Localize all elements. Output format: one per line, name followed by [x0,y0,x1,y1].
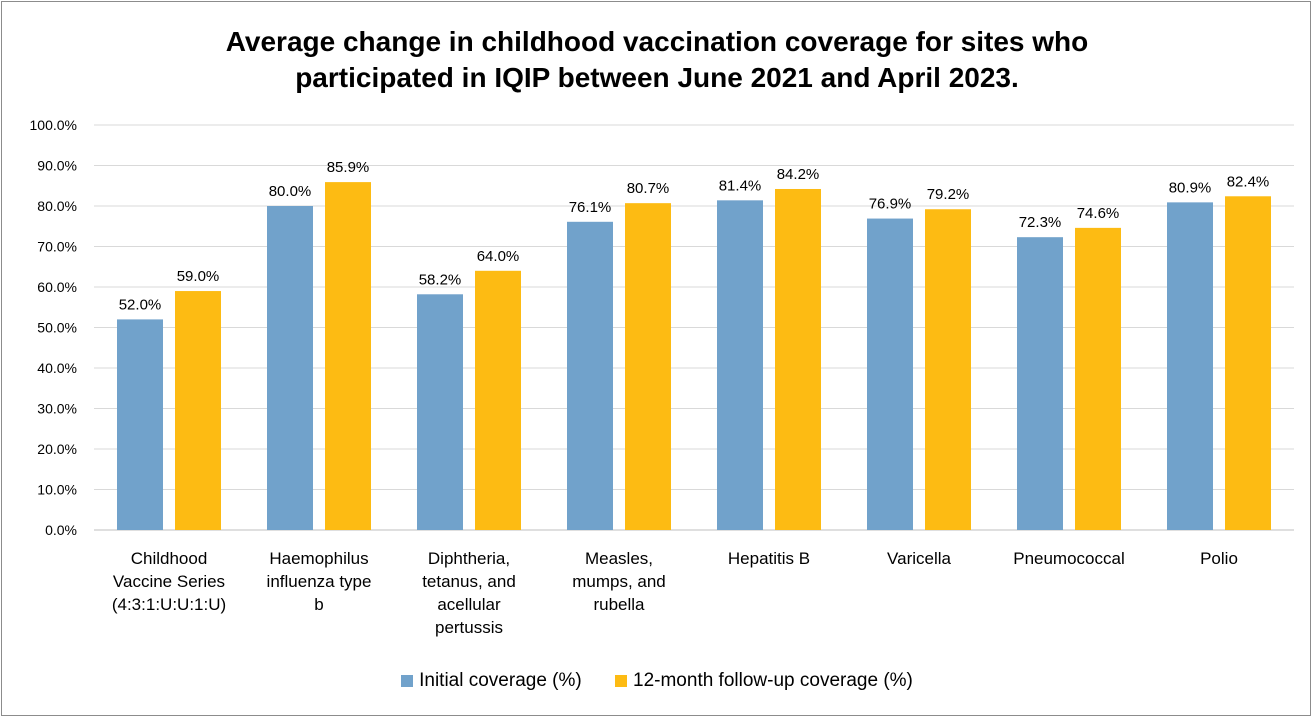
y-tick-label: 30.0% [37,401,77,417]
y-tick-label: 10.0% [37,482,77,498]
category-label: Polio [1200,549,1238,568]
data-label-followup: 85.9% [327,159,370,176]
category-label: Hepatitis B [728,549,810,568]
bar-initial [867,218,913,530]
y-tick-label: 60.0% [37,279,77,295]
legend-label-followup: 12-month follow-up coverage (%) [633,670,913,691]
bar-followup [325,182,371,531]
chart-title-line-2: participated in IQIP between June 2021 a… [295,62,1019,93]
data-label-initial: 76.9% [869,196,912,213]
category-label: Varicella [887,549,951,568]
chart-legend: Initial coverage (%) 12-month follow-up … [2,670,1312,693]
category-label: Childhood [131,549,208,568]
data-label-followup: 84.2% [777,166,820,183]
y-tick-label: 0.0% [45,522,77,538]
data-label-followup: 82.4% [1227,173,1270,190]
y-tick-label: 80.0% [37,198,77,214]
y-tick-label: 50.0% [37,320,77,336]
y-tick-label: 90.0% [37,158,77,174]
data-label-followup: 79.2% [927,186,970,203]
data-label-initial: 76.1% [569,199,612,216]
bar-followup [1225,196,1271,530]
data-label-initial: 80.0% [269,183,312,200]
bar-initial [717,200,763,530]
category-label: b [314,595,323,614]
category-label: mumps, and [572,572,666,591]
legend-label-initial: Initial coverage (%) [419,670,582,691]
data-label-initial: 80.9% [1169,179,1212,196]
bar-initial [267,206,313,530]
data-label-initial: 72.3% [1019,214,1062,231]
category-label: Vaccine Series [113,572,225,591]
data-label-followup: 59.0% [177,268,220,285]
bar-initial [417,294,463,530]
bar-initial [1017,237,1063,530]
category-label: Pneumococcal [1013,549,1125,568]
category-label: Haemophilus [269,549,368,568]
bar-followup [475,270,521,530]
chart-title-line-1: Average change in childhood vaccination … [225,26,1089,57]
legend-swatch-initial [401,675,414,687]
legend-swatch-followup [615,675,628,687]
data-label-initial: 81.4% [719,177,762,194]
data-label-followup: 80.7% [627,180,670,197]
data-label-followup: 64.0% [477,248,520,265]
category-label: pertussis [435,618,503,637]
bar-initial [1167,202,1213,531]
data-label-initial: 52.0% [119,296,162,313]
category-label: tetanus, and [422,572,516,591]
category-label: influenza type [267,572,372,591]
legend-item-initial: Initial coverage (%) [401,670,582,692]
bar-followup [175,291,221,530]
legend-item-followup: 12-month follow-up coverage (%) [615,670,913,692]
bar-initial [567,221,613,531]
bar-followup [925,209,971,531]
category-label: acellular [437,595,501,614]
y-tick-label: 70.0% [37,239,77,255]
y-tick-label: 20.0% [37,441,77,457]
bar-initial [117,319,163,530]
chart-title: Average change in childhood vaccination … [2,24,1312,96]
bar-followup [775,188,821,531]
y-tick-label: 40.0% [37,360,77,376]
bar-followup [1075,227,1121,530]
category-label: Diphtheria, [428,549,510,568]
y-tick-label: 100.0% [30,117,77,133]
bar-followup [625,203,671,531]
category-label: (4:3:1:U:U:1:U) [112,595,226,614]
data-label-initial: 58.2% [419,271,462,288]
data-label-followup: 74.6% [1077,205,1120,222]
category-label: rubella [593,595,645,614]
category-label: Measles, [585,549,653,568]
